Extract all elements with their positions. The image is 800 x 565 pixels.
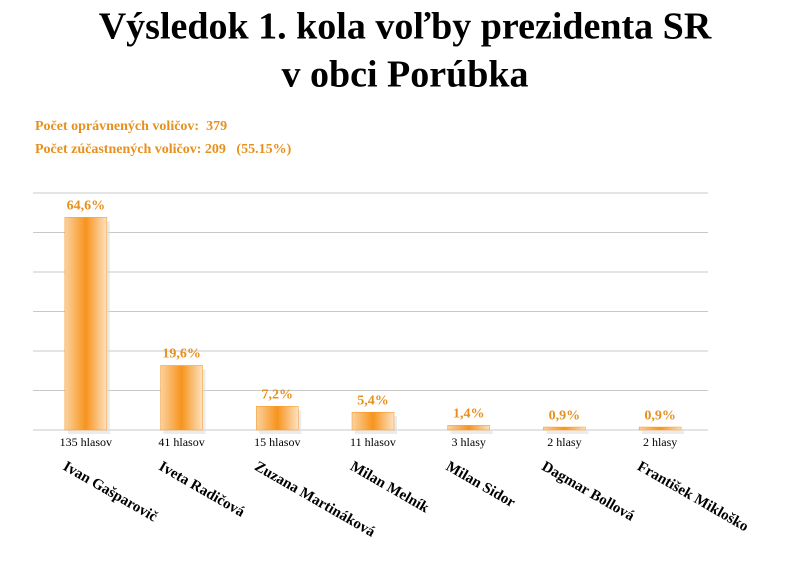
bar-shadow <box>546 431 589 434</box>
bar <box>256 406 299 431</box>
bar <box>160 365 203 431</box>
bar-shadow <box>642 431 685 434</box>
vote-label: 41 hlasov <box>158 435 204 449</box>
bar <box>351 411 395 431</box>
value-label: 0,9% <box>549 408 581 423</box>
x-tick-label: Milan Melník <box>347 459 432 517</box>
bar <box>64 217 108 431</box>
bar-shadow <box>450 429 493 434</box>
value-label: 19,6% <box>162 347 201 362</box>
value-label: 0,9% <box>644 408 676 423</box>
value-label: 64,6% <box>67 199 106 214</box>
vote-label: 2 hlasy <box>547 435 581 449</box>
value-label: 1,4% <box>453 407 485 422</box>
bar <box>447 425 490 431</box>
bar <box>543 426 586 431</box>
x-tick-label: František Mikloško <box>634 459 751 536</box>
x-tick-label: Ivan Gašparovič <box>60 459 160 526</box>
vote-label: 135 hlasov <box>60 435 112 449</box>
x-tick-label: Iveta Radičová <box>156 459 248 521</box>
vote-label: 3 hlasy <box>452 435 486 449</box>
subtitle: Počet oprávnených voličov: 379 <box>35 119 227 134</box>
value-label: 7,2% <box>262 388 294 403</box>
chart-title: Výsledok 1. kola voľby prezidenta SR <box>99 6 712 48</box>
subtitle: Počet zúčastnených voličov: 209 (55.15%) <box>35 142 292 157</box>
x-tick-label: Dagmar Bollová <box>539 459 638 525</box>
bar <box>638 426 682 431</box>
vote-label: 11 hlasov <box>350 435 396 449</box>
chart-title: v obci Porúbka <box>281 54 528 96</box>
x-tick-label: Milan Sidor <box>443 459 518 512</box>
vote-label: 2 hlasy <box>643 435 677 449</box>
value-label: 5,4% <box>357 393 389 408</box>
vote-label: 15 hlasov <box>254 435 300 449</box>
